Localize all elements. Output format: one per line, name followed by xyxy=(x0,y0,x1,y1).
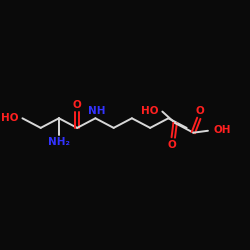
Text: OH: OH xyxy=(214,125,231,135)
Text: NH₂: NH₂ xyxy=(48,137,70,147)
Text: O: O xyxy=(168,140,177,150)
Text: O: O xyxy=(73,100,82,110)
Text: HO: HO xyxy=(1,113,18,123)
Text: O: O xyxy=(196,106,204,116)
Text: NH: NH xyxy=(88,106,105,116)
Text: HO: HO xyxy=(141,106,158,116)
